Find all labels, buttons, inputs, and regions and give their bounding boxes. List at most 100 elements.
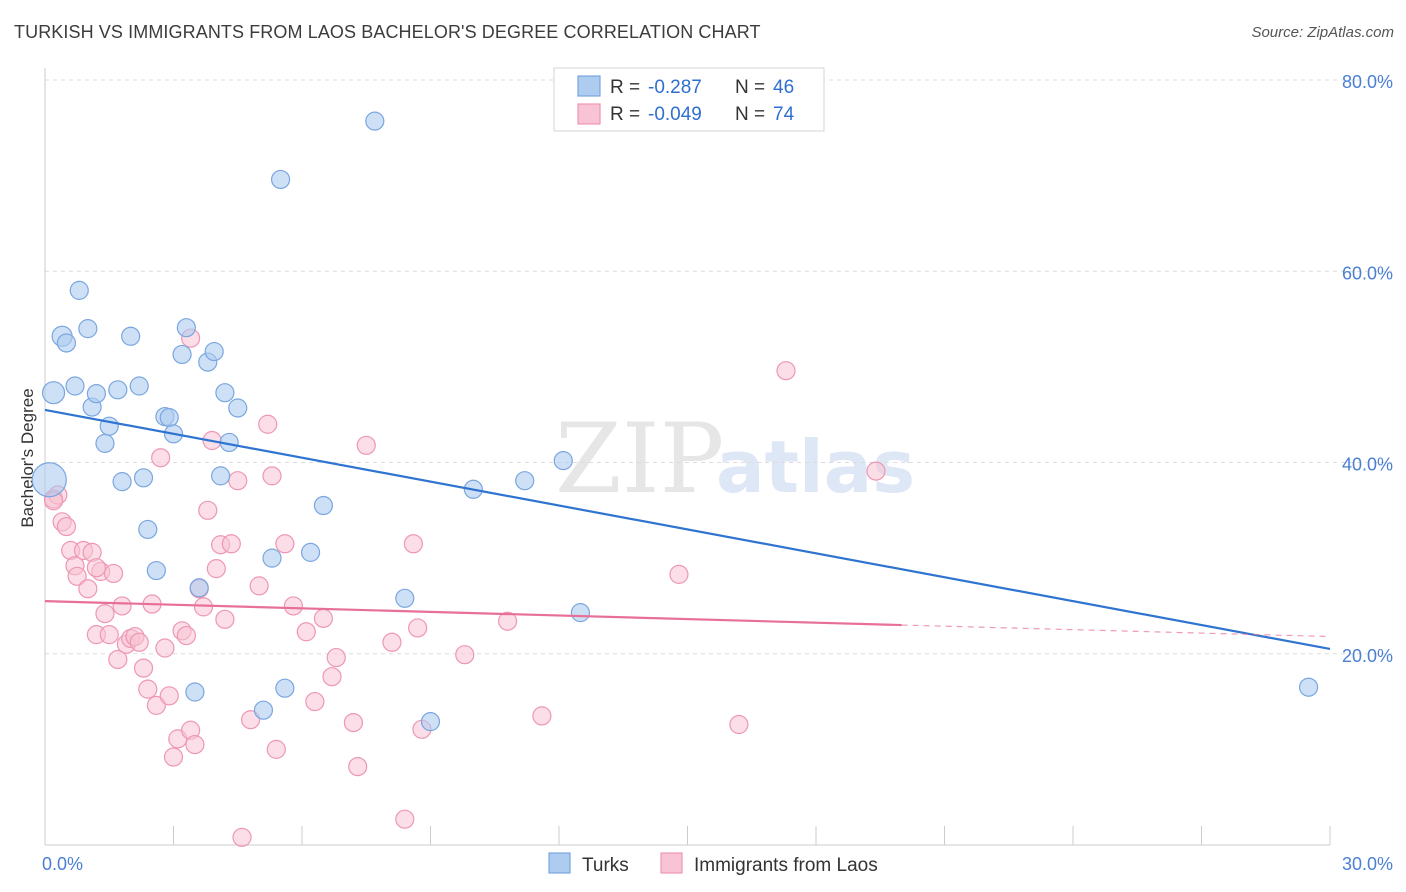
laos-point: [185, 734, 205, 755]
laos-point: [866, 461, 886, 481]
legend-turks-label[interactable]: Turks: [582, 855, 629, 876]
turks-point: [86, 384, 107, 404]
watermark: ZIP atlas: [555, 403, 915, 515]
laos-point: [151, 448, 171, 468]
laos-point: [232, 827, 252, 847]
laos-point: [322, 667, 342, 687]
laos-point: [729, 714, 749, 735]
trend-lines: [44, 408, 1331, 651]
turks-point: [78, 319, 98, 339]
laos-point: [228, 471, 248, 491]
laos-point: [67, 566, 87, 586]
turks-point: [65, 376, 85, 396]
laos-point: [395, 809, 415, 829]
laos-point: [176, 625, 196, 646]
laos-point: [348, 756, 368, 777]
turks-point: [56, 333, 77, 353]
turks-point: [121, 326, 141, 346]
stats-turks-r-label: R =: [610, 77, 640, 98]
laos-point: [138, 679, 158, 699]
laos-point: [262, 466, 282, 486]
turks-point: [172, 344, 192, 365]
y-tick-label: 60.0%: [1342, 263, 1393, 283]
laos-point: [313, 608, 334, 628]
laos-point: [408, 618, 428, 638]
turks-point: [69, 280, 89, 300]
legend: Turks Immigrants from Laos: [548, 852, 878, 876]
turks-point: [262, 548, 282, 568]
turks-point: [189, 578, 209, 598]
turks-point: [112, 472, 132, 492]
turks-point: [228, 398, 248, 418]
laos-trend-extension: [901, 624, 1331, 638]
laos-point: [133, 658, 154, 678]
turks-point: [215, 383, 235, 403]
turks-point: [553, 450, 573, 471]
laos-point: [343, 712, 363, 733]
laos-point: [163, 747, 184, 767]
turks-point: [176, 318, 196, 338]
y-tick-label: 80.0%: [1342, 72, 1393, 92]
x-tick-label-max: 30.0%: [1342, 854, 1393, 874]
laos-point: [455, 645, 475, 665]
laos-point: [221, 534, 241, 554]
turks-point: [108, 380, 128, 400]
turks-point: [253, 700, 274, 720]
turks-point: [41, 381, 66, 405]
laos-point: [159, 686, 179, 706]
stats-laos-r-value: -0.049: [648, 104, 702, 125]
laos-point: [266, 739, 286, 759]
laos-point: [296, 622, 316, 642]
chart-source: Source: ZipAtlas.com: [1251, 24, 1394, 41]
turks-point: [313, 495, 334, 516]
stats-turks-n-label: N =: [735, 77, 765, 98]
laos-point: [498, 611, 518, 631]
axes: 20.0% 40.0% 60.0% 80.0% 0.0% 30.0% Bachelor's …: [18, 68, 1393, 874]
turks-point: [129, 376, 149, 396]
laos-point: [129, 632, 149, 652]
laos-point: [108, 649, 128, 670]
turks-trend-line: [44, 408, 1331, 651]
chart-title: TURKISH VS IMMIGRANTS FROM LAOS BACHELOR…: [14, 22, 761, 42]
laos-point: [78, 579, 98, 599]
laos-point: [198, 500, 218, 520]
laos-point: [326, 647, 346, 668]
legend-turks-swatch[interactable]: [548, 852, 571, 874]
laos-point: [305, 691, 325, 712]
laos-point: [103, 563, 124, 584]
laos-point: [56, 516, 77, 537]
stats-turks-swatch: [577, 75, 601, 97]
turks-point: [365, 111, 385, 131]
laos-trend-line: [44, 600, 902, 627]
turks-point: [570, 603, 591, 623]
legend-laos-swatch[interactable]: [660, 852, 683, 874]
laos-point: [258, 414, 278, 434]
y-tick-label: 20.0%: [1342, 646, 1393, 666]
laos-point: [86, 558, 107, 578]
turks-point: [204, 341, 224, 362]
turks-point: [31, 462, 67, 498]
turks-point: [300, 542, 321, 562]
laos-point: [193, 597, 214, 617]
watermark-zip: ZIP: [555, 403, 724, 515]
series-turks-points: [31, 84, 1319, 732]
stats-box: R = -0.287 N = 46 R = -0.049 N = 74: [553, 67, 825, 132]
laos-point: [776, 361, 796, 381]
laos-point: [95, 603, 115, 624]
turks-point: [270, 169, 291, 190]
laos-point: [356, 435, 376, 455]
stats-turks-r-value: -0.287: [648, 77, 702, 98]
laos-point: [215, 609, 235, 629]
laos-point: [275, 534, 295, 554]
laos-point: [249, 576, 269, 596]
turks-point: [95, 433, 115, 453]
turks-point: [395, 588, 415, 608]
laos-point: [112, 596, 132, 616]
series-laos-points: [43, 328, 886, 847]
laos-point: [283, 596, 304, 616]
legend-laos-label[interactable]: Immigrants from Laos: [694, 855, 878, 876]
watermark-atlas: atlas: [716, 425, 915, 509]
laos-point: [403, 534, 423, 554]
turks-point: [515, 471, 535, 491]
